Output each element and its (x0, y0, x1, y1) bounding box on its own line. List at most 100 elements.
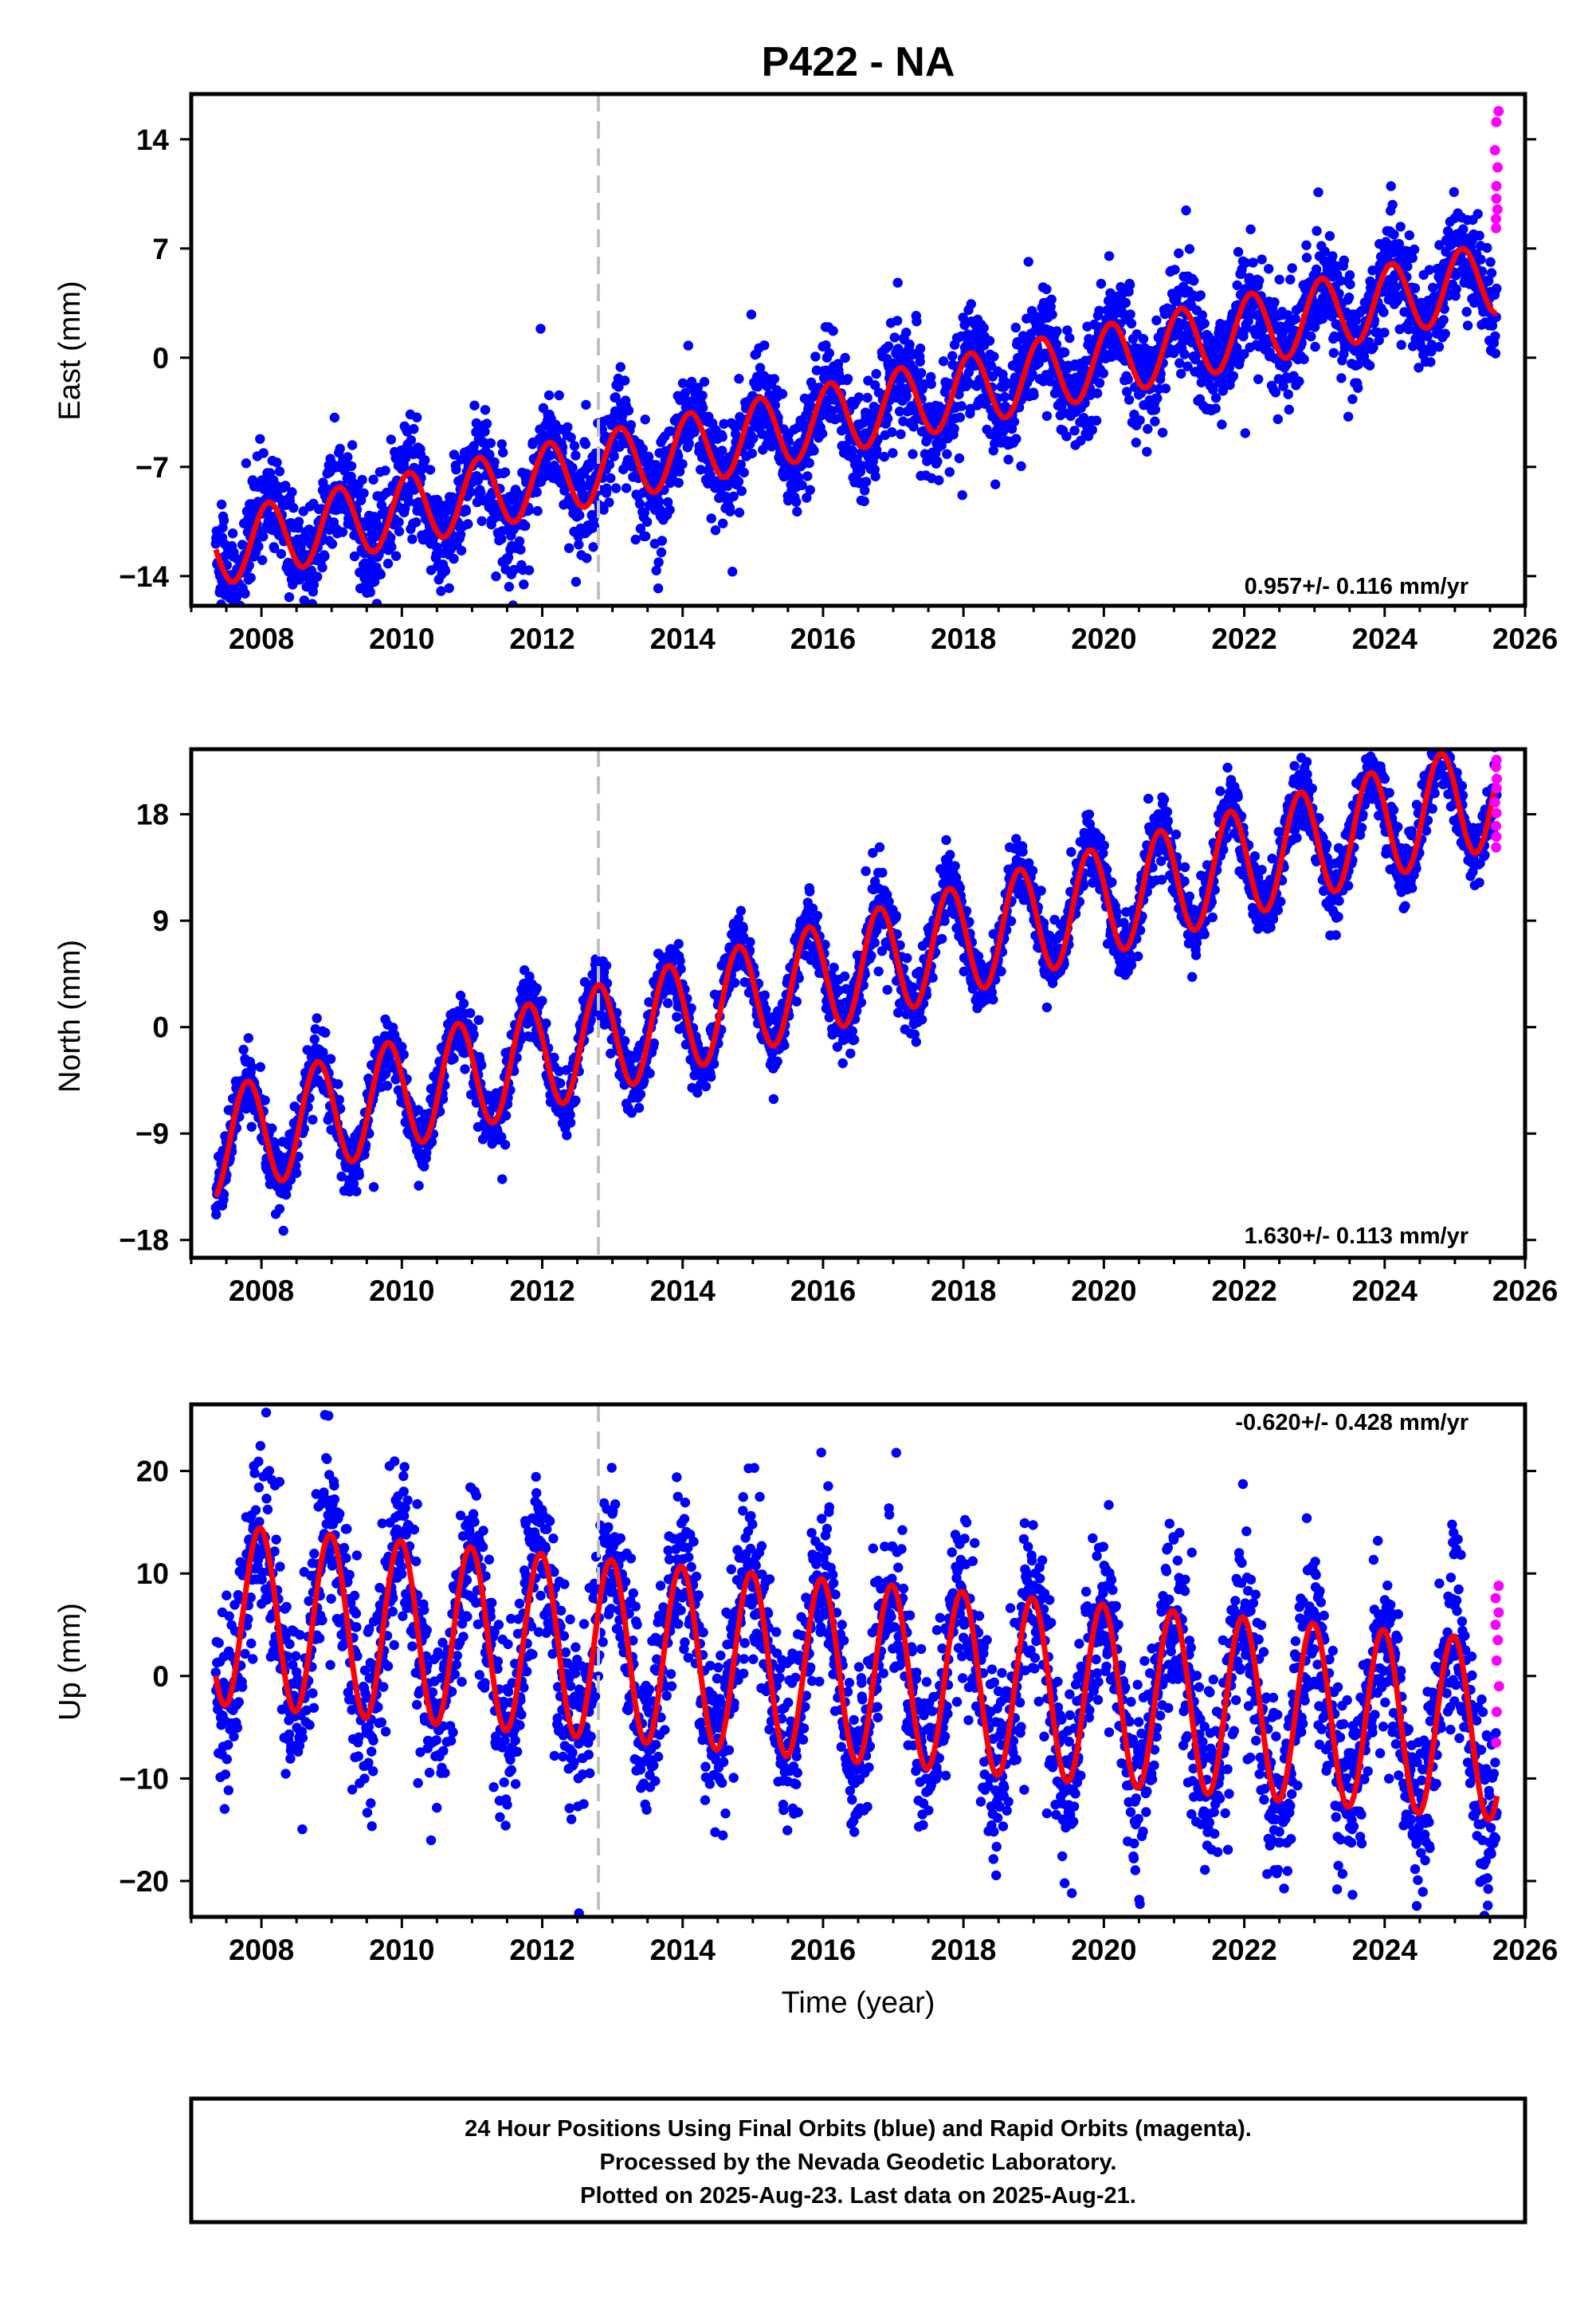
east-final-orbit-point (1124, 280, 1135, 290)
east-final-orbit-point (1182, 361, 1193, 371)
east-final-orbit-point (686, 376, 697, 387)
east-final-orbit-point (407, 534, 418, 544)
east-final-orbit-point (554, 390, 564, 401)
east-final-orbit-point (1290, 314, 1301, 324)
east-final-orbit-point (1282, 359, 1292, 369)
east-final-orbit-point (1218, 386, 1229, 396)
east-final-orbit-point (719, 418, 729, 429)
east-final-orbit-point (746, 309, 757, 320)
north-final-orbit-point (805, 886, 815, 897)
north-final-orbit-point (812, 910, 823, 921)
north-final-orbit-point (354, 1170, 364, 1180)
east-final-orbit-point (1174, 358, 1185, 368)
east-final-orbit-point (563, 422, 573, 433)
east-final-orbit-point (958, 312, 968, 323)
east-final-orbit-point (498, 447, 508, 457)
east-final-orbit-point (1386, 181, 1396, 191)
east-final-orbit-point (1179, 349, 1190, 359)
east-final-orbit-point (901, 391, 912, 401)
east-final-orbit-point (365, 587, 375, 598)
east-final-orbit-point (734, 374, 744, 384)
east-final-orbit-point (1306, 331, 1316, 342)
east-final-orbit-point (1449, 187, 1460, 198)
north-final-orbit-point (312, 1013, 322, 1023)
north-final-orbit-point (333, 1079, 343, 1090)
east-final-orbit-point (915, 344, 926, 354)
east-final-orbit-point (934, 475, 944, 485)
east-final-orbit-point (1208, 384, 1218, 395)
east-final-orbit-point (432, 542, 442, 552)
east-final-orbit-point (451, 465, 461, 475)
east-final-orbit-point (346, 461, 357, 471)
east-final-orbit-point (1150, 416, 1160, 426)
east-final-orbit-point (386, 532, 396, 543)
east-y-tick-label: 0 (152, 342, 169, 375)
east-final-orbit-point (1257, 254, 1267, 265)
east-final-orbit-point (1345, 279, 1355, 289)
north-final-orbit-point (645, 1068, 655, 1079)
east-final-orbit-point (257, 555, 268, 565)
east-final-orbit-point (574, 540, 584, 550)
east-final-orbit-point (463, 519, 473, 529)
east-final-orbit-point (810, 351, 821, 362)
east-final-orbit-point (1439, 304, 1449, 314)
east-final-orbit-point (496, 534, 507, 544)
east-final-orbit-point (864, 447, 874, 457)
east-final-orbit-point (284, 592, 295, 603)
east-final-orbit-point (359, 488, 369, 498)
east-final-orbit-point (892, 277, 903, 288)
east-final-orbit-point (697, 403, 708, 413)
north-final-orbit-point (291, 1168, 302, 1179)
east-final-orbit-point (630, 534, 641, 545)
east-final-orbit-point (1294, 376, 1304, 387)
east-final-orbit-point (1344, 270, 1355, 281)
north-final-orbit-point (246, 1121, 257, 1132)
east-final-orbit-point (567, 462, 578, 473)
east-final-orbit-point (716, 485, 726, 495)
north-final-orbit-point (601, 960, 612, 971)
east-final-orbit-point (888, 448, 898, 458)
north-final-orbit-point (497, 1174, 508, 1184)
east-final-orbit-point (1047, 309, 1057, 320)
east-final-orbit-point (503, 552, 514, 563)
east-final-orbit-point (999, 391, 1010, 403)
east-final-orbit-point (1347, 394, 1358, 404)
east-final-orbit-point (641, 516, 653, 527)
north-final-orbit-point (768, 1094, 779, 1105)
east-final-orbit-point (1395, 222, 1406, 232)
east-x-tick-label: 2024 (1352, 622, 1418, 655)
east-final-orbit-point (1045, 301, 1056, 312)
east-final-orbit-point (519, 579, 529, 590)
east-final-orbit-point (978, 323, 989, 333)
east-final-orbit-point (394, 526, 405, 536)
east-final-orbit-point (696, 465, 706, 475)
east-final-orbit-point (770, 400, 780, 410)
east-final-orbit-point (406, 435, 417, 446)
east-final-orbit-point (241, 458, 252, 469)
east-model-fit (213, 245, 1500, 585)
east-final-orbit-point (717, 431, 727, 442)
east-model-fit-line (213, 245, 1500, 585)
east-final-orbit-point (674, 466, 685, 477)
north-final-orbit-point (476, 1060, 487, 1070)
east-final-orbit-point (1396, 340, 1406, 350)
north-final-orbit-point (473, 1015, 484, 1026)
east-final-orbit-point (1174, 248, 1184, 258)
east-final-orbit-point (409, 424, 419, 434)
east-final-orbit-point (1152, 393, 1163, 403)
east-final-orbit-point (847, 446, 858, 456)
east-rapid-orbit-point (1492, 204, 1503, 215)
east-final-orbit-point (245, 572, 256, 583)
east-final-orbit-point (677, 459, 688, 469)
east-y-tick-label: −7 (135, 451, 169, 484)
east-final-orbit-point (828, 326, 838, 336)
east-final-orbit-point (1320, 246, 1330, 257)
east-final-orbit-point (1123, 395, 1135, 405)
east-final-orbit-point (804, 457, 814, 469)
east-final-orbit-point (357, 474, 367, 485)
east-final-orbit-point (455, 529, 466, 540)
east-final-orbit-point (1301, 240, 1312, 250)
east-final-orbit-point (1485, 257, 1496, 267)
east-final-orbit-point (1285, 274, 1296, 285)
east-final-orbit-point (615, 362, 625, 372)
